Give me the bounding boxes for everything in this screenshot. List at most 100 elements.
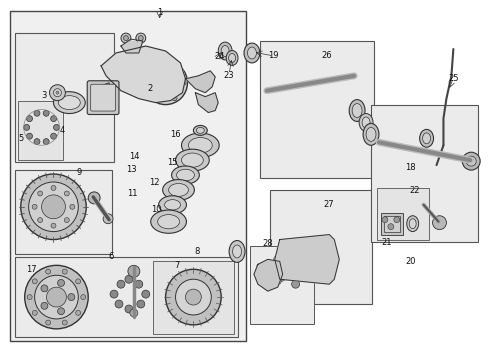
Circle shape bbox=[121, 33, 131, 43]
Circle shape bbox=[64, 218, 69, 222]
Polygon shape bbox=[253, 260, 282, 291]
Circle shape bbox=[24, 125, 30, 130]
Circle shape bbox=[274, 278, 281, 285]
Ellipse shape bbox=[362, 123, 378, 145]
Circle shape bbox=[34, 139, 40, 145]
Bar bbox=[249, 247, 314, 324]
Polygon shape bbox=[185, 71, 215, 93]
Circle shape bbox=[68, 294, 75, 301]
Bar bbox=[15, 170, 112, 255]
Circle shape bbox=[160, 77, 171, 89]
Circle shape bbox=[136, 33, 145, 43]
Ellipse shape bbox=[171, 166, 199, 184]
Circle shape bbox=[264, 283, 271, 290]
Circle shape bbox=[81, 294, 85, 300]
Ellipse shape bbox=[348, 100, 365, 121]
Ellipse shape bbox=[150, 210, 186, 233]
Ellipse shape bbox=[358, 113, 372, 131]
Circle shape bbox=[51, 185, 56, 190]
Circle shape bbox=[51, 223, 56, 228]
Circle shape bbox=[49, 85, 65, 100]
Text: 3: 3 bbox=[41, 91, 46, 100]
Circle shape bbox=[278, 240, 286, 248]
Ellipse shape bbox=[53, 92, 85, 113]
Circle shape bbox=[62, 320, 67, 325]
Circle shape bbox=[387, 224, 393, 230]
Ellipse shape bbox=[366, 127, 375, 141]
Bar bbox=[376, 188, 427, 239]
Ellipse shape bbox=[361, 117, 369, 128]
Text: 7: 7 bbox=[174, 261, 179, 270]
Text: 18: 18 bbox=[405, 163, 415, 172]
Ellipse shape bbox=[247, 47, 256, 59]
Circle shape bbox=[76, 279, 81, 284]
Bar bbox=[259, 41, 373, 178]
Text: 13: 13 bbox=[126, 165, 137, 174]
Circle shape bbox=[25, 265, 88, 329]
Text: 25: 25 bbox=[447, 74, 458, 83]
Circle shape bbox=[124, 275, 133, 283]
Circle shape bbox=[124, 305, 133, 313]
Circle shape bbox=[135, 280, 142, 288]
Circle shape bbox=[103, 214, 113, 224]
Ellipse shape bbox=[157, 215, 179, 229]
Bar bbox=[18, 100, 63, 160]
Circle shape bbox=[45, 320, 51, 325]
Circle shape bbox=[41, 195, 65, 219]
Ellipse shape bbox=[196, 127, 204, 133]
Text: 4: 4 bbox=[60, 126, 65, 135]
Ellipse shape bbox=[168, 184, 188, 196]
Circle shape bbox=[291, 280, 299, 288]
Circle shape bbox=[53, 89, 61, 96]
Circle shape bbox=[64, 191, 69, 196]
Ellipse shape bbox=[419, 129, 433, 147]
Circle shape bbox=[46, 287, 66, 307]
Circle shape bbox=[110, 290, 118, 298]
Circle shape bbox=[26, 116, 32, 122]
Text: 8: 8 bbox=[194, 247, 200, 256]
Circle shape bbox=[20, 174, 86, 239]
Text: 11: 11 bbox=[126, 189, 137, 198]
Circle shape bbox=[26, 133, 32, 139]
Circle shape bbox=[172, 65, 177, 70]
Ellipse shape bbox=[175, 149, 209, 171]
Circle shape bbox=[43, 110, 49, 116]
Circle shape bbox=[277, 273, 285, 281]
Ellipse shape bbox=[218, 42, 232, 60]
Circle shape bbox=[29, 182, 78, 231]
Circle shape bbox=[151, 69, 179, 96]
Circle shape bbox=[466, 156, 475, 166]
Circle shape bbox=[32, 204, 37, 209]
Text: 14: 14 bbox=[128, 152, 139, 161]
Ellipse shape bbox=[408, 219, 415, 229]
Polygon shape bbox=[101, 46, 185, 103]
Text: 16: 16 bbox=[170, 130, 181, 139]
Circle shape bbox=[58, 279, 64, 287]
Circle shape bbox=[130, 309, 138, 317]
Ellipse shape bbox=[188, 138, 212, 153]
Text: 6: 6 bbox=[108, 252, 114, 261]
Bar bbox=[269, 190, 371, 304]
Ellipse shape bbox=[229, 240, 244, 262]
Ellipse shape bbox=[158, 196, 186, 214]
Circle shape bbox=[32, 310, 37, 315]
Circle shape bbox=[137, 300, 144, 308]
Bar bbox=[152, 261, 234, 334]
Circle shape bbox=[58, 308, 64, 315]
Circle shape bbox=[172, 96, 177, 101]
Text: 1: 1 bbox=[157, 8, 162, 17]
Circle shape bbox=[138, 36, 143, 41]
Text: 24: 24 bbox=[214, 53, 224, 62]
Polygon shape bbox=[195, 93, 218, 113]
Circle shape bbox=[53, 125, 60, 130]
Ellipse shape bbox=[406, 216, 418, 231]
Circle shape bbox=[181, 80, 185, 85]
Polygon shape bbox=[101, 83, 113, 99]
Text: 20: 20 bbox=[405, 257, 415, 266]
Circle shape bbox=[143, 61, 187, 105]
Text: 28: 28 bbox=[262, 239, 273, 248]
Text: 2: 2 bbox=[147, 84, 152, 93]
Circle shape bbox=[142, 290, 149, 298]
Text: 15: 15 bbox=[167, 158, 178, 167]
Ellipse shape bbox=[181, 153, 203, 167]
